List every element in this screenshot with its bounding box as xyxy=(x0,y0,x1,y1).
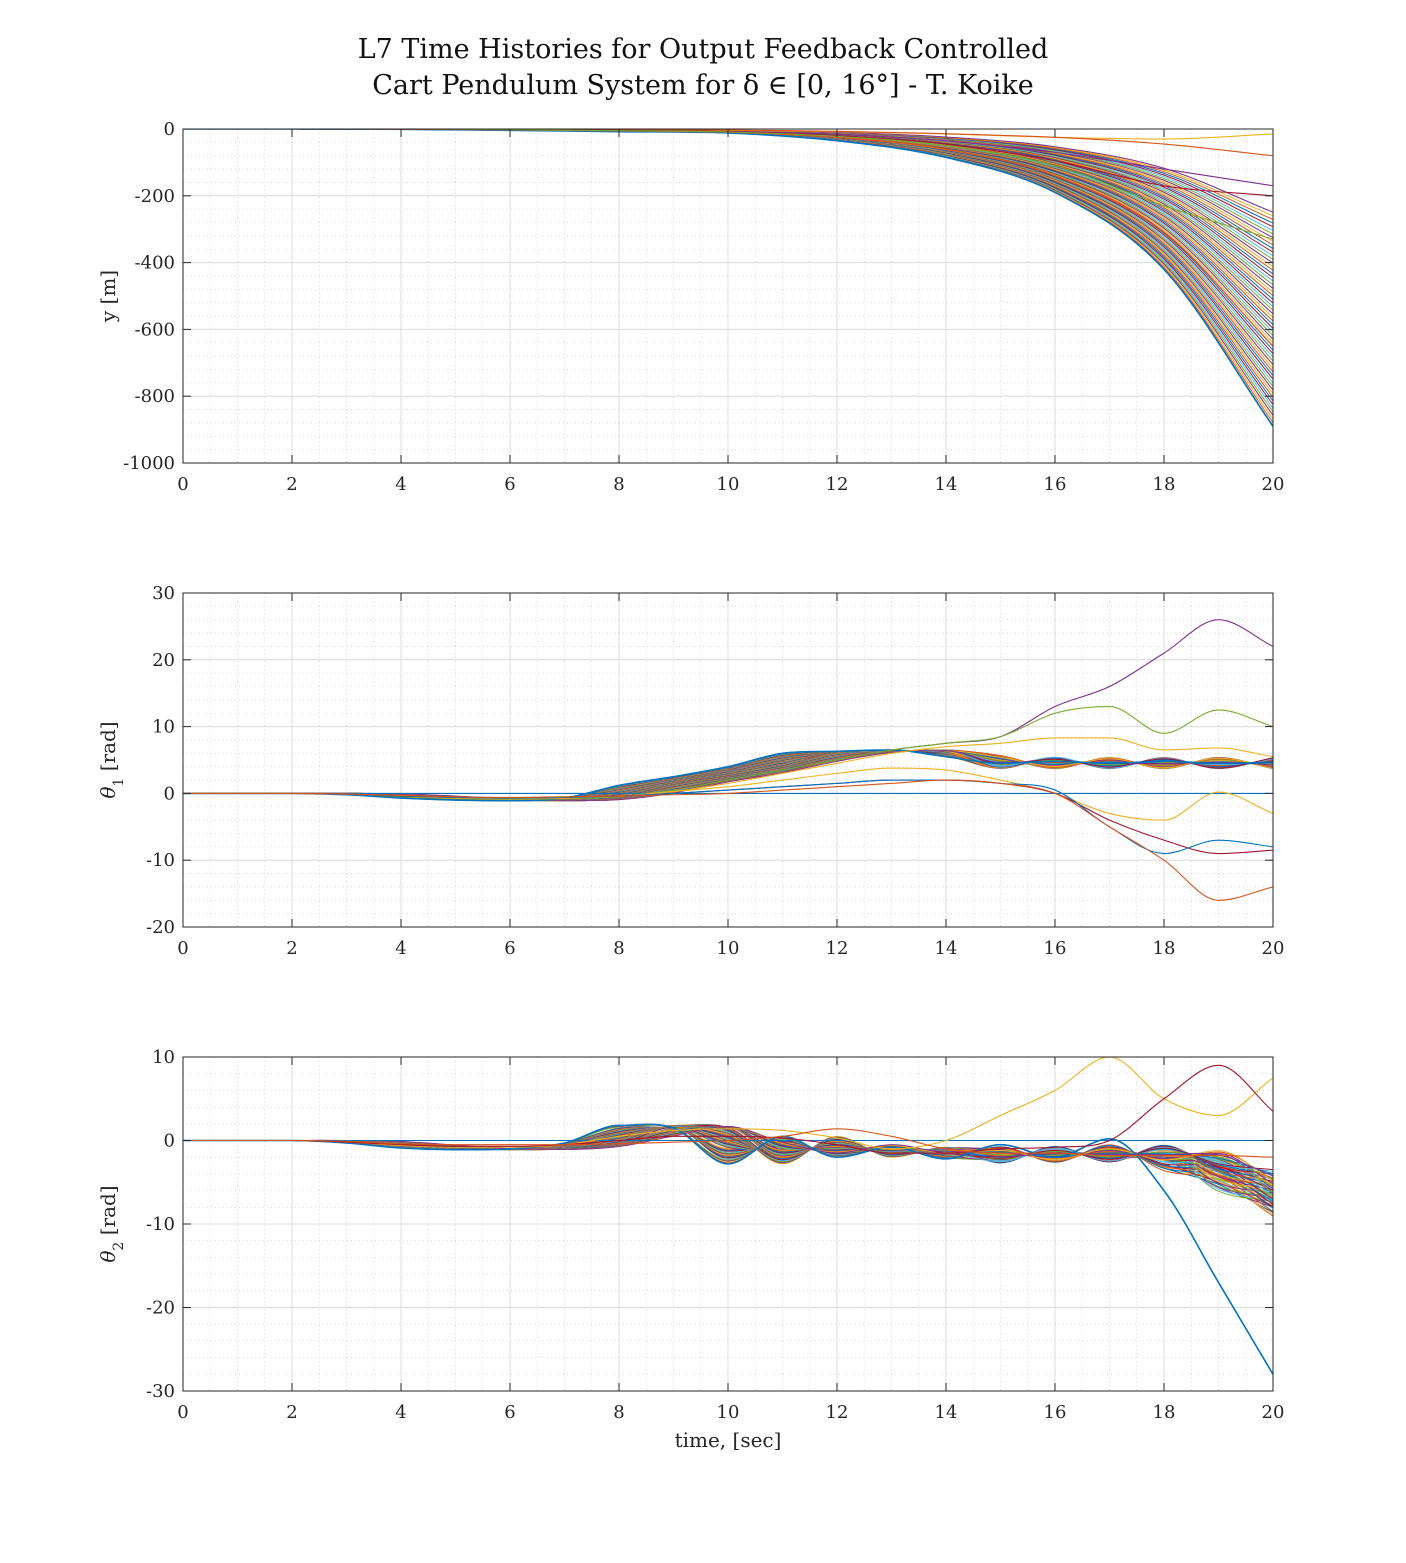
y-tick-label: -600 xyxy=(135,319,175,340)
x-tick-label: 14 xyxy=(935,938,958,959)
x-tick-label: 20 xyxy=(1262,938,1285,959)
x-tick-label: 8 xyxy=(613,1402,624,1423)
y-tick-label: 10 xyxy=(152,717,175,738)
subplot-theta2: 0 2 4 6 8 10 12 14 16 18 20 -30 -20 -10 0 10 θ2 [rad] tim… xyxy=(96,1047,1284,1452)
x-tick-label: 2 xyxy=(286,938,297,959)
x-tick-label: 10 xyxy=(717,938,740,959)
x-tick-label: 20 xyxy=(1262,474,1285,495)
x-tick-label: 10 xyxy=(717,1402,740,1423)
x-tick-label: 4 xyxy=(395,938,406,959)
x-tick-label: 0 xyxy=(177,938,188,959)
y-axis-label: θ2 [rad] xyxy=(96,1185,127,1262)
y-tick-label: -10 xyxy=(146,850,175,871)
subplot-y: 0 2 4 6 8 10 12 14 16 18 20 0 -200 -400 -600 -800 -1000 y… xyxy=(96,119,1284,495)
x-tick-label: 2 xyxy=(286,1402,297,1423)
x-tick-label: 4 xyxy=(395,474,406,495)
y-tick-label: -800 xyxy=(135,386,175,407)
y-axis-label: θ1 [rad] xyxy=(96,721,127,798)
x-tick-label: 14 xyxy=(935,1402,958,1423)
series-lines xyxy=(183,1057,1273,1375)
x-tick-label: 10 xyxy=(717,474,740,495)
y-tick-label: -10 xyxy=(146,1214,175,1235)
tick-labels: 0 2 4 6 8 10 12 14 16 18 20 0 -200 -400 -600 -800 -1000 xyxy=(123,119,1284,495)
series-line xyxy=(183,779,1273,901)
x-tick-label: 6 xyxy=(504,938,515,959)
x-tick-label: 8 xyxy=(613,938,624,959)
x-tick-label: 6 xyxy=(504,474,515,495)
x-tick-label: 0 xyxy=(177,1402,188,1423)
x-tick-label: 14 xyxy=(935,474,958,495)
x-tick-label: 18 xyxy=(1153,1402,1176,1423)
x-tick-label: 16 xyxy=(1044,1402,1067,1423)
y-tick-label: -20 xyxy=(146,917,175,938)
x-tick-label: 8 xyxy=(613,474,624,495)
y-tick-label: 10 xyxy=(152,1047,175,1068)
x-tick-label: 18 xyxy=(1153,938,1176,959)
x-tick-label: 18 xyxy=(1153,474,1176,495)
series-line xyxy=(183,1123,1273,1375)
y-tick-label: 0 xyxy=(164,783,175,804)
chart-title-line-2: Cart Pendulum System for δ ∈ [0, 16°] - … xyxy=(372,70,1034,101)
y-tick-label: -200 xyxy=(135,186,175,207)
series-lines xyxy=(183,619,1273,901)
x-tick-label: 16 xyxy=(1044,938,1067,959)
series-line xyxy=(183,1064,1273,1154)
x-tick-label: 0 xyxy=(177,474,188,495)
y-tick-label: -1000 xyxy=(123,453,175,474)
y-tick-label: 0 xyxy=(164,1131,175,1152)
y-tick-label: -30 xyxy=(146,1381,175,1402)
x-tick-label: 12 xyxy=(826,938,849,959)
tick-labels: 0 2 4 6 8 10 12 14 16 18 20 -20 -10 0 10 20 30 xyxy=(146,583,1284,959)
y-tick-label: -400 xyxy=(135,253,175,274)
tick-labels: 0 2 4 6 8 10 12 14 16 18 20 -30 -20 -10 0 10 xyxy=(146,1047,1284,1423)
chart-title-line-1: L7 Time Histories for Output Feedback Co… xyxy=(357,34,1049,65)
y-tick-label: 0 xyxy=(164,119,175,140)
x-axis-label: time, [sec] xyxy=(675,1428,782,1452)
series-line xyxy=(183,749,1273,802)
x-tick-label: 2 xyxy=(286,474,297,495)
y-axis-label: y [m] xyxy=(96,270,120,323)
series-line xyxy=(183,1128,1273,1158)
y-tick-label: -20 xyxy=(146,1298,175,1319)
y-tick-label: 20 xyxy=(152,650,175,671)
subplot-theta1: 0 2 4 6 8 10 12 14 16 18 20 -20 -10 0 10 20 30 θ1 [rad] xyxy=(96,583,1284,959)
x-tick-label: 16 xyxy=(1044,474,1067,495)
y-tick-label: 30 xyxy=(152,583,175,604)
x-tick-label: 20 xyxy=(1262,1402,1285,1423)
x-tick-label: 12 xyxy=(826,474,849,495)
x-tick-label: 4 xyxy=(395,1402,406,1423)
x-tick-label: 12 xyxy=(826,1402,849,1423)
x-tick-label: 6 xyxy=(504,1402,515,1423)
series-line xyxy=(183,706,1273,800)
